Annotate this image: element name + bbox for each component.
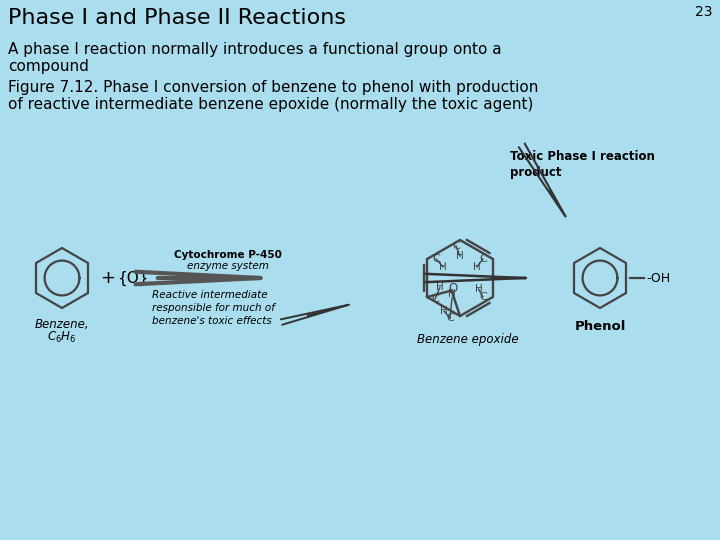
Text: Reactive intermediate
responsible for much of
benzene's toxic effects: Reactive intermediate responsible for mu… (152, 290, 275, 326)
Text: enzyme system: enzyme system (187, 261, 269, 271)
Text: -OH: -OH (646, 272, 670, 285)
Text: Cytochrome P-450: Cytochrome P-450 (174, 250, 282, 260)
Text: C: C (452, 241, 460, 251)
Text: H: H (456, 251, 464, 261)
Text: 23: 23 (695, 5, 712, 19)
Text: C: C (446, 313, 454, 323)
Text: H: H (440, 306, 448, 316)
Text: H: H (448, 289, 456, 299)
Text: $\mathit{C_6H_6}$: $\mathit{C_6H_6}$ (48, 330, 77, 345)
Text: Benzene,: Benzene, (35, 318, 89, 331)
Text: H: H (474, 284, 482, 294)
Text: Phenol: Phenol (575, 320, 626, 333)
Text: C: C (479, 292, 487, 302)
Text: H: H (473, 262, 481, 272)
Text: Phase I and Phase II Reactions: Phase I and Phase II Reactions (8, 8, 346, 28)
Text: {O}: {O} (117, 271, 149, 286)
Text: C: C (479, 254, 487, 264)
Text: O: O (448, 282, 457, 295)
Text: H: H (439, 262, 447, 272)
Text: Figure 7.12. Phase I conversion of benzene to phenol with production
of reactive: Figure 7.12. Phase I conversion of benze… (8, 80, 539, 112)
Text: C: C (432, 254, 440, 264)
Text: A phase I reaction normally introduces a functional group onto a
compound: A phase I reaction normally introduces a… (8, 42, 502, 75)
Text: C: C (431, 294, 439, 304)
Text: +: + (101, 269, 115, 287)
Text: Benzene epoxide: Benzene epoxide (417, 333, 519, 346)
Text: H: H (436, 282, 444, 292)
Text: Toxic Phase I reaction
product: Toxic Phase I reaction product (510, 150, 655, 179)
